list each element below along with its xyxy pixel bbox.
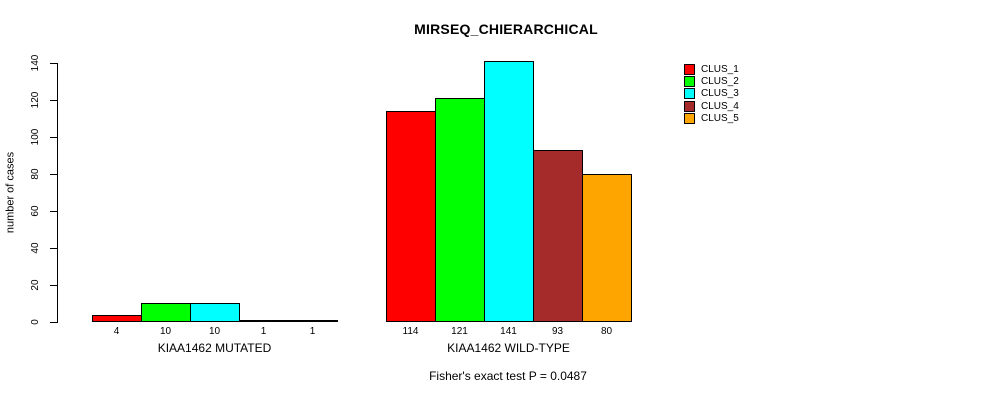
y-axis-tick-label: 100 (30, 128, 41, 146)
group-label: KIAA1462 WILD-TYPE (447, 341, 570, 355)
y-axis-tick (50, 174, 57, 175)
bar (386, 111, 436, 322)
bar (92, 315, 142, 322)
y-axis-title: number of cases (4, 151, 17, 234)
legend-label: CLUS_3 (701, 88, 739, 100)
y-axis-tick (50, 248, 57, 249)
y-axis-tick (50, 322, 57, 323)
stat-test-caption: Fisher's exact test P = 0.0487 (429, 369, 587, 383)
bar (288, 320, 338, 322)
y-axis-tick (50, 211, 57, 212)
group-label: KIAA1462 MUTATED (157, 341, 272, 355)
y-axis-tick (50, 285, 57, 286)
y-axis-tick-label: 120 (30, 91, 41, 109)
legend-label: CLUS_4 (701, 100, 739, 112)
bar-value-label: 141 (500, 326, 517, 337)
legend-swatch-clus-5 (684, 113, 695, 125)
bar-value-label: 1 (309, 326, 316, 337)
bar (141, 303, 191, 322)
y-axis-line (57, 63, 58, 323)
bar-value-label: 114 (402, 326, 419, 337)
legend-swatch-clus-4 (684, 100, 695, 112)
y-axis-tick (50, 100, 57, 101)
y-axis-tick (50, 137, 57, 138)
bar (435, 98, 485, 322)
bar (239, 320, 289, 322)
bar-value-label: 1 (260, 326, 267, 337)
legend-item: CLUS_3 (684, 88, 739, 100)
legend-label: CLUS_1 (701, 63, 739, 75)
bar (533, 150, 583, 322)
chart-title: MIRSEQ_CHIERARCHICAL (414, 21, 598, 37)
legend-item: CLUS_5 (684, 113, 739, 125)
bar (582, 174, 632, 322)
legend-swatch-clus-1 (684, 63, 695, 75)
legend-item: CLUS_1 (684, 63, 739, 75)
y-axis-tick (50, 63, 57, 64)
y-axis-tick-label: 80 (30, 168, 41, 180)
bar-value-label: 4 (113, 326, 120, 337)
y-axis-tick-label: 140 (30, 54, 41, 72)
bar-value-label: 10 (208, 326, 221, 337)
bar-value-label: 80 (600, 326, 613, 337)
bar-value-label: 93 (551, 326, 564, 337)
y-axis-tick-label: 60 (30, 205, 41, 217)
legend-label: CLUS_5 (701, 113, 739, 125)
legend-swatch-clus-2 (684, 76, 695, 88)
legend: CLUS_1 CLUS_2 CLUS_3 CLUS_4 CLUS_5 (684, 63, 739, 125)
y-axis-tick-label: 40 (30, 242, 41, 254)
legend-label: CLUS_2 (701, 76, 739, 88)
bar-value-label: 10 (159, 326, 172, 337)
bar (190, 303, 240, 322)
y-axis-tick-label: 0 (30, 319, 41, 325)
bar (484, 61, 534, 322)
legend-item: CLUS_4 (684, 100, 739, 112)
y-axis-tick-label: 20 (30, 279, 41, 291)
legend-item: CLUS_2 (684, 75, 739, 88)
bar-value-label: 121 (451, 326, 468, 337)
legend-swatch-clus-3 (684, 88, 695, 100)
